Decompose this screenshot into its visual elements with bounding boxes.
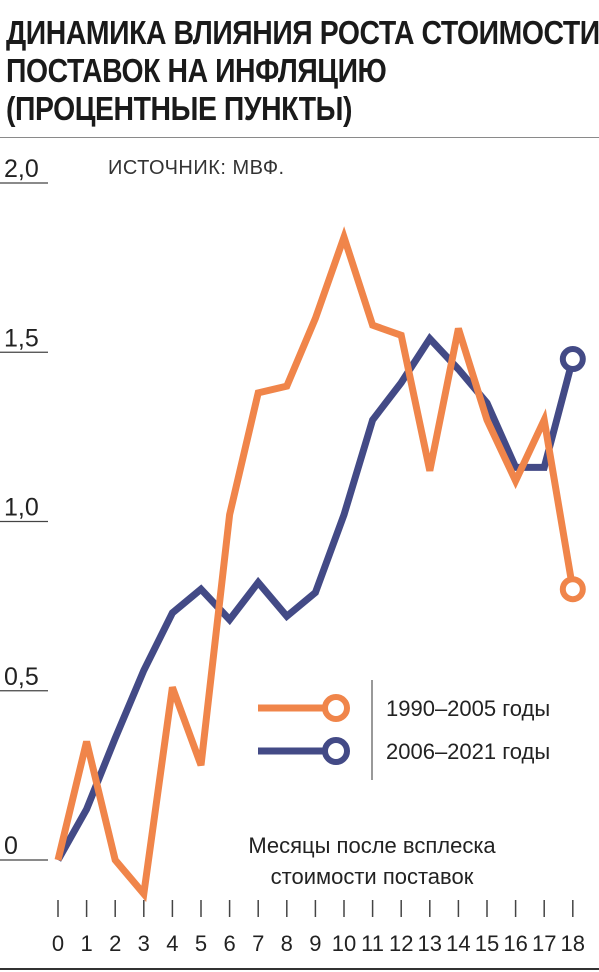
- x-tick-label: 18: [561, 931, 585, 956]
- y-tick-label: 2,0: [4, 155, 39, 183]
- legend: 1990–2005 годы 2006–2021 годы: [258, 680, 550, 780]
- x-tick-label: 13: [418, 931, 442, 956]
- series-end-marker-2006-2021: [559, 346, 586, 373]
- x-tick-label: 6: [223, 931, 235, 956]
- y-tick-label: 1,0: [4, 494, 39, 522]
- x-tick-label: 12: [389, 931, 413, 956]
- series-line-1990-2005: [54, 226, 577, 903]
- legend-label-2006-2021: 2006–2021 годы: [386, 739, 550, 764]
- x-axis: 0 1 2 3 4 5 6 7 8 9 10 11 12 13 14 15 16 17 18: [52, 900, 585, 956]
- x-tick-label: 3: [138, 931, 150, 956]
- y-tick-label: 0,5: [4, 663, 39, 691]
- bottom-divider: [0, 968, 599, 970]
- legend-marker-2006-2021: [322, 737, 350, 765]
- y-axis: 0 0,5 1,0 1,5 2,0: [0, 155, 48, 861]
- series-line-2006-2021: [54, 333, 577, 862]
- series-layer: [54, 226, 586, 903]
- source-note: ИСТОЧНИК: МВФ.: [108, 157, 285, 179]
- title-line-3: (ПРОЦЕНТНЫЕ ПУНКТЫ): [6, 90, 353, 127]
- title-divider: [0, 137, 599, 138]
- title-line-1: ДИНАМИКА ВЛИЯНИЯ РОСТА СТОИМОСТИ: [6, 14, 599, 51]
- x-tick-label: 17: [532, 931, 556, 956]
- x-tick-label: 0: [52, 931, 64, 956]
- x-tick-label: 4: [166, 931, 178, 956]
- x-tick-label: 8: [281, 931, 293, 956]
- series-end-marker-1990-2005: [559, 576, 586, 603]
- x-axis-annotation: Месяцы после всплеска стоимости поставок: [248, 833, 496, 889]
- x-tick-label: 14: [446, 931, 470, 956]
- x-tick-label: 15: [475, 931, 499, 956]
- x-tick-label: 16: [503, 931, 527, 956]
- title-line-2: ПОСТАВОК НА ИНФЛЯЦИЮ: [6, 52, 387, 89]
- annotation-line-1: Месяцы после всплеска: [248, 833, 496, 858]
- x-tick-label: 5: [195, 931, 207, 956]
- x-tick-label: 1: [80, 931, 92, 956]
- legend-label-1990-2005: 1990–2005 годы: [386, 696, 550, 721]
- x-tick-label: 2: [109, 931, 121, 956]
- x-tick-label: 7: [252, 931, 264, 956]
- x-tick-label: 11: [361, 931, 384, 956]
- y-tick-label: 1,5: [4, 324, 39, 352]
- legend-marker-1990-2005: [322, 694, 350, 722]
- y-tick-label: 0: [4, 832, 18, 860]
- annotation-line-2: стоимости поставок: [271, 864, 474, 889]
- x-tick-label: 10: [332, 931, 356, 956]
- x-tick-label: 9: [309, 931, 321, 956]
- chart-title: ДИНАМИКА ВЛИЯНИЯ РОСТА СТОИМОСТИ ПОСТАВО…: [6, 14, 599, 128]
